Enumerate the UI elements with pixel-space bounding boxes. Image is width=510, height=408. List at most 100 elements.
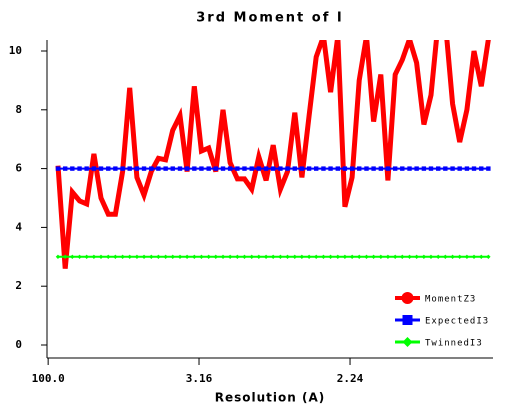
- data-point: [335, 254, 341, 259]
- data-point: [141, 254, 147, 259]
- data-point: [357, 254, 362, 259]
- data-point: [149, 254, 154, 259]
- data-point: [321, 254, 326, 259]
- data-point: [385, 254, 391, 259]
- data-point: [242, 254, 247, 259]
- data-point: [299, 254, 305, 259]
- data-point: [63, 166, 68, 171]
- y-tick-label: 8: [15, 103, 22, 116]
- data-point: [127, 166, 132, 171]
- data-point: [443, 166, 448, 171]
- data-point: [227, 166, 233, 171]
- data-point: [335, 166, 341, 171]
- y-tick-label: 0: [15, 338, 22, 351]
- data-point: [471, 254, 477, 259]
- data-point: [457, 166, 462, 171]
- data-point: [328, 254, 333, 259]
- data-point: [349, 254, 355, 259]
- data-point: [278, 166, 283, 171]
- data-point: [134, 254, 140, 259]
- x-tick-label: 3.16: [186, 372, 213, 385]
- data-point: [392, 254, 398, 259]
- data-point: [414, 166, 419, 171]
- data-point: [407, 166, 412, 171]
- x-tick-label: 2.24: [337, 372, 364, 385]
- data-point: [98, 166, 104, 171]
- plot-area: [55, 40, 491, 269]
- data-point: [91, 166, 97, 171]
- legend-marker: [401, 292, 414, 304]
- legend-label: TwinnedI3: [425, 339, 483, 349]
- data-point: [270, 254, 276, 259]
- data-point: [436, 254, 441, 259]
- data-point: [91, 254, 97, 259]
- data-point: [106, 254, 111, 259]
- chart-title: 3rd Moment of I: [196, 11, 343, 26]
- data-point: [457, 254, 462, 259]
- data-point: [106, 166, 111, 171]
- data-point: [357, 166, 362, 171]
- y-tick-label: 6: [15, 162, 22, 175]
- data-point: [371, 166, 376, 171]
- data-point: [479, 254, 484, 259]
- data-point: [113, 254, 118, 259]
- data-point: [471, 166, 477, 171]
- data-point: [400, 254, 405, 259]
- data-point: [134, 166, 140, 171]
- data-point: [55, 166, 61, 171]
- data-point: [407, 254, 412, 259]
- data-point: [170, 254, 175, 259]
- data-point: [292, 166, 297, 171]
- data-point: [378, 166, 384, 171]
- data-point: [227, 254, 233, 259]
- data-point: [235, 166, 240, 171]
- data-point: [400, 166, 405, 171]
- data-point: [70, 254, 75, 259]
- y-tick-label: 2: [15, 279, 22, 292]
- data-point: [421, 254, 427, 259]
- data-point: [77, 166, 82, 171]
- data-point: [321, 166, 326, 171]
- data-point: [306, 166, 312, 171]
- legend-label: MomentZ3: [425, 295, 476, 305]
- data-point: [184, 166, 190, 171]
- data-point: [428, 166, 434, 171]
- data-point: [428, 254, 434, 259]
- data-point: [199, 254, 204, 259]
- data-point: [414, 254, 419, 259]
- data-point: [364, 254, 369, 259]
- y-tick-label: 4: [15, 220, 22, 233]
- data-point: [170, 166, 175, 171]
- legend-label: ExpectedI3: [425, 317, 489, 327]
- data-point: [249, 254, 254, 259]
- data-point: [479, 166, 484, 171]
- data-point: [278, 254, 283, 259]
- data-point: [84, 166, 89, 171]
- data-point: [84, 254, 89, 259]
- data-point: [156, 254, 161, 259]
- data-point: [177, 254, 183, 259]
- data-point: [120, 166, 125, 171]
- data-point: [436, 166, 441, 171]
- data-point: [156, 166, 161, 171]
- x-axis-label: Resolution (A): [215, 391, 326, 405]
- legend-marker: [402, 315, 413, 325]
- data-point: [55, 254, 61, 259]
- data-point: [120, 254, 125, 259]
- data-point: [464, 254, 470, 259]
- data-point: [385, 166, 391, 171]
- data-point: [199, 166, 204, 171]
- data-point: [242, 166, 247, 171]
- data-point: [306, 254, 312, 259]
- data-point: [421, 166, 427, 171]
- x-tick-label: 100.0: [32, 372, 65, 385]
- data-point: [220, 254, 226, 259]
- data-point: [77, 254, 82, 259]
- data-point: [256, 166, 262, 171]
- data-point: [192, 254, 197, 259]
- data-point: [270, 166, 276, 171]
- data-point: [213, 254, 218, 259]
- data-point: [349, 166, 355, 171]
- data-point: [314, 166, 319, 171]
